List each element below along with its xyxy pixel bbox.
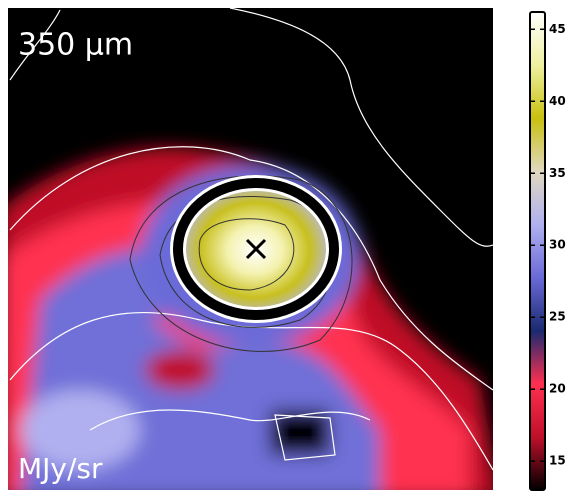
colorbar-tick-label: 35 — [549, 166, 566, 180]
colorbar-tick-label: 30 — [549, 238, 566, 252]
units-label: MJy/sr — [18, 452, 103, 485]
colorbar-tick-label: 15 — [549, 454, 566, 468]
colorbar-tick-label: 45 — [549, 22, 566, 36]
band-label: 350 μm — [18, 28, 133, 63]
center-marker — [245, 238, 267, 260]
colorbar: 15 20 25 30 35 40 45 — [529, 11, 566, 491]
aperture — [173, 178, 339, 320]
colorbar-tick-label: 25 — [549, 310, 566, 324]
colorbar-tick-label: 20 — [549, 382, 566, 396]
map-image — [8, 8, 493, 490]
colorbar-fill — [529, 11, 546, 491]
colorbar-tick-label: 40 — [549, 94, 566, 108]
